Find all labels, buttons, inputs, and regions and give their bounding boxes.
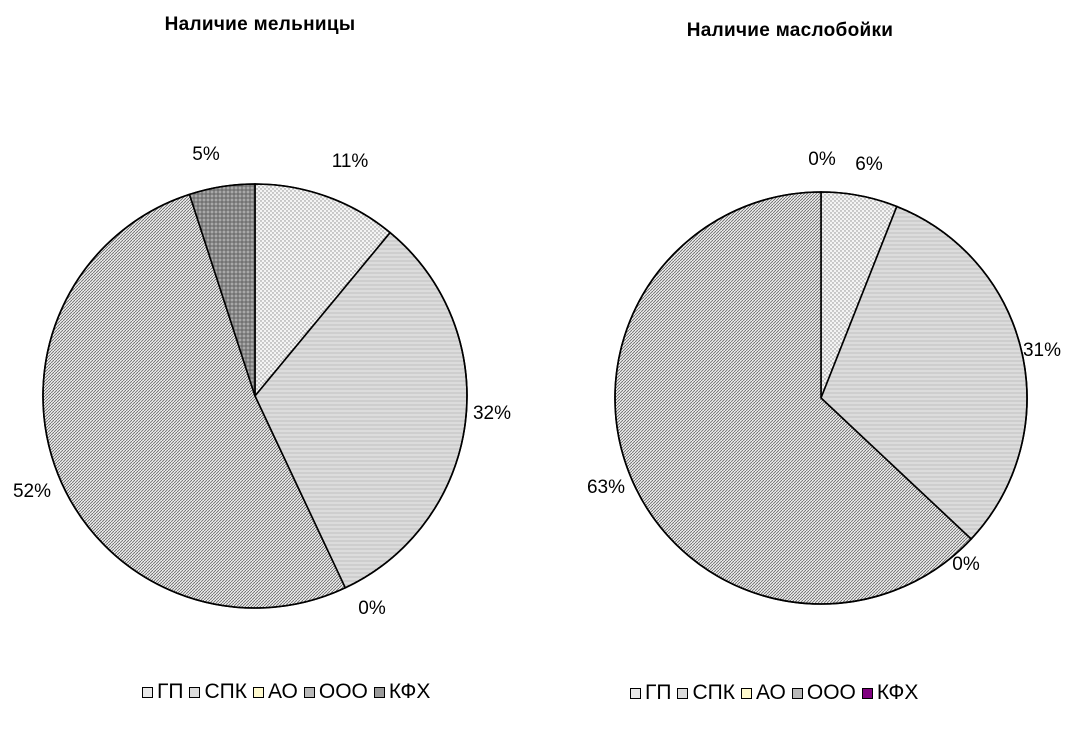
data-label-АО: 0% bbox=[358, 598, 386, 619]
data-label-ГП: 6% bbox=[855, 154, 883, 175]
pie-chart-oil-press: Наличие маслобойки 6% 31% 0% 63% 0% ГП СПК АО О… bbox=[530, 0, 1067, 733]
legend-label: ООО bbox=[806, 681, 856, 704]
pie-outline bbox=[42, 183, 468, 609]
legend-item-ООО: ООО bbox=[303, 680, 368, 704]
legend-item-КФХ: КФХ bbox=[861, 681, 919, 705]
legend-item-СПК: СПК bbox=[677, 681, 735, 705]
legend-item-АО: АО bbox=[252, 680, 298, 704]
data-label-КФХ: 5% bbox=[192, 144, 220, 165]
legend-item-КФХ: КФХ bbox=[373, 680, 431, 704]
legend-swatch-icon bbox=[677, 687, 689, 699]
pie-svg: 11% 32% 0% 52% 5% bbox=[13, 144, 511, 619]
data-label-ООО: 52% bbox=[13, 481, 51, 502]
data-label-КФХ: 0% bbox=[808, 149, 836, 170]
legend-swatch-icon bbox=[303, 686, 315, 698]
legend: ГП СПК АО ООО КФХ bbox=[142, 680, 436, 704]
legend-swatch-icon bbox=[142, 686, 153, 698]
pie-svg: 6% 31% 0% 63% 0% bbox=[587, 149, 1061, 605]
legend-swatch-icon bbox=[373, 686, 385, 698]
data-label-АО: 0% bbox=[952, 554, 980, 575]
legend-label: КФХ bbox=[876, 681, 919, 704]
legend-item-СПК: СПК bbox=[189, 680, 247, 704]
legend-label: СПК bbox=[204, 680, 247, 703]
legend-label: ГП bbox=[157, 680, 184, 703]
legend-item-АО: АО bbox=[740, 681, 786, 705]
data-label-СПК: 31% bbox=[1023, 340, 1061, 361]
legend-label: АО bbox=[755, 681, 786, 704]
data-label-ГП: 11% bbox=[332, 151, 369, 172]
legend-label: СПК bbox=[692, 681, 735, 704]
legend-label: КФХ bbox=[388, 680, 431, 703]
legend-item-ООО: ООО bbox=[791, 681, 856, 705]
legend-swatch-icon bbox=[630, 687, 641, 699]
chart-title: Наличие маслобойки bbox=[686, 20, 894, 41]
legend-item-ГП: ГП bbox=[142, 680, 183, 704]
pie-chart-mill: Наличие мельницы 11% 32% 0% 52% 5% ГП СПК АО ОО… bbox=[0, 0, 520, 733]
legend-swatch-icon bbox=[189, 686, 201, 698]
legend-swatch-icon bbox=[740, 687, 752, 699]
legend: ГП СПК АО ООО КФХ bbox=[630, 681, 924, 705]
legend-swatch-icon bbox=[791, 687, 803, 699]
legend-swatch-icon bbox=[252, 686, 264, 698]
chart-title: Наличие мельницы bbox=[164, 14, 356, 35]
pie-outline bbox=[614, 191, 1028, 605]
data-label-ООО: 63% bbox=[587, 477, 625, 498]
legend-item-ГП: ГП bbox=[630, 681, 671, 705]
legend-label: ГП bbox=[645, 681, 672, 704]
legend-label: ООО bbox=[318, 680, 368, 703]
data-label-СПК: 32% bbox=[473, 403, 511, 424]
legend-swatch-icon bbox=[861, 687, 873, 699]
legend-label: АО bbox=[267, 680, 298, 703]
